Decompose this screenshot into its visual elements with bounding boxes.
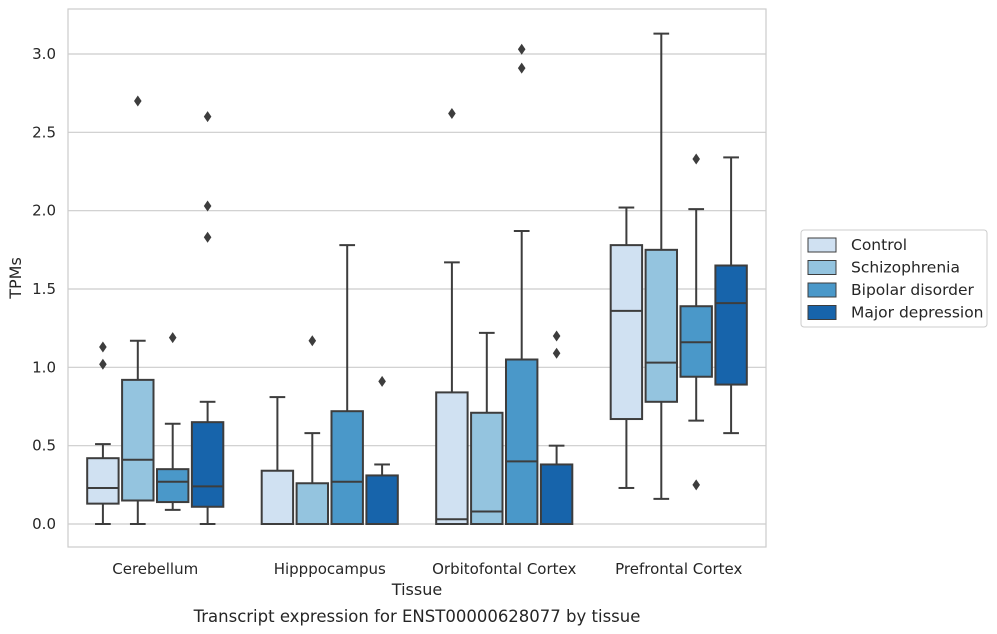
x-tick-label-3: Prefrontal Cortex — [615, 560, 742, 578]
legend-label-2: Bipolar disorder — [851, 281, 975, 299]
box-body — [609, 244, 644, 421]
box-1-2 — [330, 244, 364, 526]
box-body — [714, 264, 748, 386]
x-axis: Cerebellum Hipppocampus Orbitofontal Corte… — [112, 560, 742, 578]
boxes — [86, 32, 748, 526]
outlier-point — [517, 43, 526, 55]
y-tick-label-6: 3.0 — [32, 45, 56, 63]
outlier-point — [308, 335, 317, 347]
box-body — [155, 468, 190, 504]
outlier-point — [99, 341, 107, 353]
x-tick-label-2: Orbitofontal Cortex — [432, 560, 576, 578]
chart-caption: Transcript expression for ENST0000062807… — [193, 607, 641, 626]
gridlines — [68, 53, 766, 525]
outlier-point — [552, 330, 561, 342]
legend-label-3: Major depression — [851, 304, 984, 322]
x-tick-label-0: Cerebellum — [112, 560, 198, 578]
legend-swatch-1 — [807, 260, 837, 275]
box-2-2 — [504, 43, 539, 525]
box-1-3 — [365, 375, 399, 525]
box-2-1 — [470, 331, 504, 525]
legend: Control Schizophrenia Bipolar disorder Majo… — [800, 229, 988, 328]
outlier-point — [203, 111, 212, 123]
outlier-point — [692, 479, 700, 491]
y-tick-label-2: 1.0 — [32, 358, 56, 376]
box-body — [86, 457, 120, 505]
box-body — [504, 358, 539, 525]
outlier-point — [168, 332, 177, 344]
outlier-point — [692, 153, 700, 165]
box-3-2 — [679, 153, 713, 491]
box-body — [365, 474, 399, 525]
legend-swatch-3 — [807, 305, 837, 320]
outlier-point — [517, 62, 526, 74]
box-3-3 — [714, 156, 748, 435]
x-tick-label-1: Hipppocampus — [274, 560, 386, 578]
box-body — [435, 391, 469, 525]
box-body — [190, 421, 225, 508]
box-body — [644, 248, 679, 403]
box-body — [121, 378, 155, 502]
y-tick-label-0: 0.0 — [32, 515, 56, 533]
y-tick-label-3: 1.5 — [32, 280, 56, 298]
box-body — [295, 482, 330, 525]
outlier-point — [134, 95, 142, 107]
legend-swatch-0 — [807, 237, 837, 253]
y-tick-label-5: 2.5 — [32, 123, 56, 141]
box-body — [470, 411, 504, 525]
box-3-0 — [609, 206, 644, 489]
box-1-0 — [260, 396, 295, 526]
y-tick-label-1: 0.5 — [32, 437, 56, 455]
box-0-3 — [190, 111, 225, 525]
box-1-1 — [295, 335, 330, 525]
x-axis-label: Tissue — [391, 580, 442, 599]
box-0-2 — [155, 332, 190, 511]
outlier-point — [203, 200, 212, 212]
y-tick-label-4: 2.0 — [32, 202, 56, 220]
plot-frame — [67, 8, 767, 548]
box-3-1 — [644, 32, 679, 500]
box-2-0 — [435, 108, 469, 525]
box-0-1 — [121, 95, 155, 525]
outlier-point — [448, 108, 456, 120]
box-body — [260, 469, 295, 526]
outlier-point — [552, 347, 561, 359]
outlier-point — [378, 375, 386, 387]
outlier-point — [99, 358, 107, 370]
outlier-point — [203, 231, 212, 243]
box-2-3 — [539, 330, 574, 526]
legend-label-0: Control — [851, 236, 907, 254]
y-axis-label: TPMs — [6, 257, 25, 300]
legend-label-1: Schizophrenia — [851, 259, 960, 277]
legend-swatch-2 — [807, 282, 837, 298]
box-body — [539, 463, 574, 526]
box-body — [330, 410, 364, 526]
legend-frame — [800, 229, 988, 328]
y-axis: 0.0 0.5 1.0 1.5 2.0 2.5 3.0 — [32, 45, 56, 533]
box-0-0 — [86, 341, 120, 525]
